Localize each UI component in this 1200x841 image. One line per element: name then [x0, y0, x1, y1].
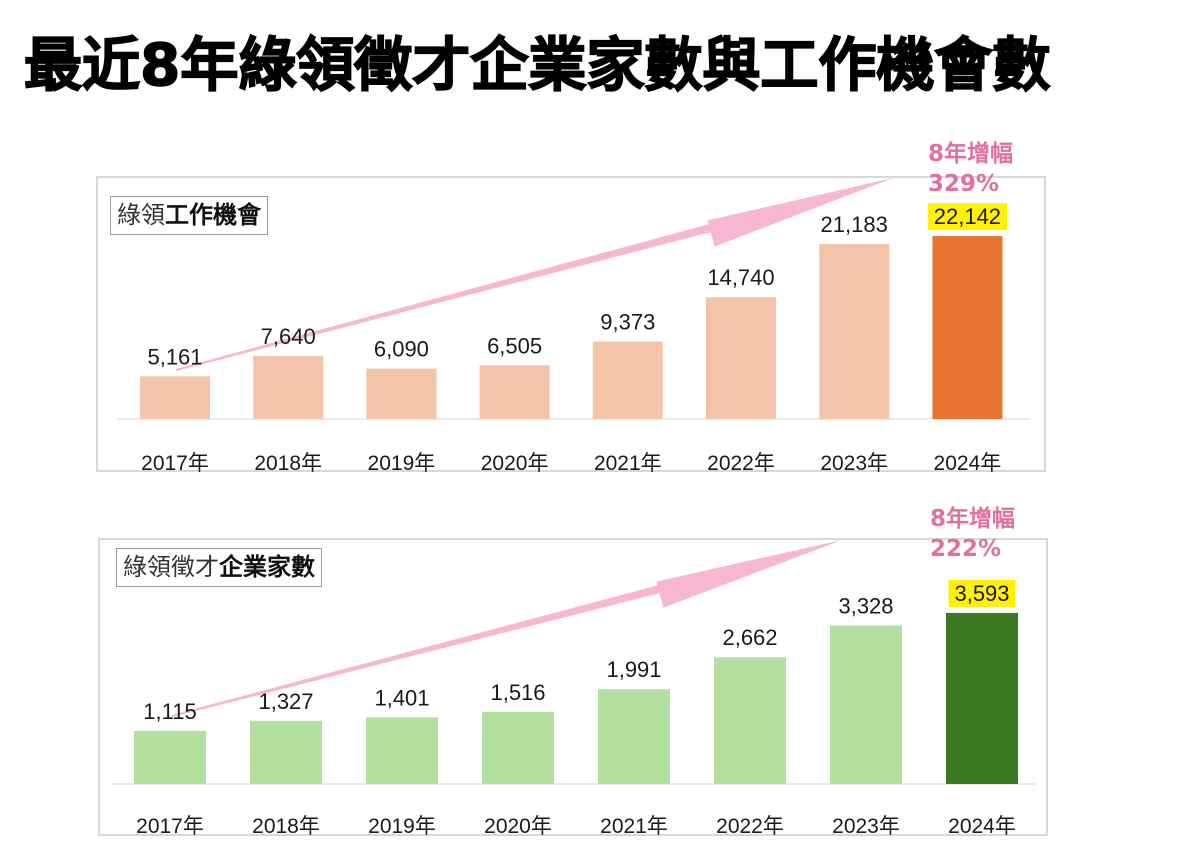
jobs-x-tick-label: 2023年: [820, 452, 888, 475]
companies-x-tick-label: 2019年: [368, 815, 436, 838]
jobs-chart-title-bold: 工作機會: [165, 201, 261, 229]
companies-value-label: 1,115: [143, 699, 196, 724]
jobs-growth-percent: 329%: [928, 170, 1000, 197]
jobs-x-tick-label: 2022年: [707, 452, 775, 475]
jobs-value-label: 6,505: [487, 333, 542, 358]
companies-bar-2024: [946, 612, 1018, 784]
companies-chart-title-bold: 企業家數: [219, 553, 315, 581]
jobs-value-label: 9,373: [600, 310, 655, 335]
companies-chart-title: 綠領徵才企業家數: [116, 548, 322, 587]
companies-bar-2017: [134, 730, 206, 784]
companies-growth-percent: 222%: [930, 535, 1002, 562]
jobs-bar-2024: [932, 236, 1003, 419]
jobs-value-label: 22,142: [934, 204, 1001, 229]
jobs-bar-2018: [253, 355, 324, 419]
companies-value-label: 1,401: [374, 685, 429, 710]
jobs-growth-arrow: [175, 178, 893, 371]
jobs-growth-annotation: 8年增幅 329%: [928, 140, 1013, 200]
companies-bar-2020: [482, 711, 554, 784]
jobs-x-tick-label: 2024年: [934, 452, 1002, 475]
jobs-value-label: 5,161: [147, 344, 202, 369]
jobs-growth-label: 8年增幅: [928, 141, 1014, 167]
jobs-x-tick-label: 2020年: [481, 452, 549, 475]
companies-chart-title-light: 綠領徵才: [123, 553, 219, 581]
companies-value-label: 1,991: [606, 657, 661, 682]
jobs-x-tick-label: 2021年: [594, 452, 662, 475]
companies-bar-2019: [366, 717, 438, 784]
companies-value-highlight: [948, 579, 1016, 607]
companies-x-tick-label: 2021年: [600, 815, 668, 838]
jobs-chart-title: 綠領工作機會: [110, 196, 268, 235]
companies-bar-2021: [598, 689, 670, 784]
jobs-x-tick-label: 2018年: [254, 452, 322, 475]
jobs-chart-title-light: 綠領: [117, 201, 165, 229]
companies-value-label: 1,327: [258, 689, 313, 714]
jobs-bar-2022: [706, 297, 776, 419]
jobs-x-tick-label: 2017年: [141, 452, 209, 475]
jobs-value-highlight: [927, 203, 1007, 231]
companies-x-tick-label: 2024年: [948, 815, 1016, 838]
companies-x-tick-label: 2017年: [136, 815, 204, 838]
companies-value-label: 2,662: [722, 625, 777, 650]
companies-bar-2022: [714, 657, 786, 784]
page-title: 最近8年綠領徵才企業家數與工作機會數: [23, 31, 1051, 99]
jobs-bar-2019: [366, 368, 437, 419]
companies-x-tick-label: 2022年: [716, 815, 784, 838]
companies-x-tick-label: 2023年: [832, 815, 900, 838]
jobs-bar-2021: [592, 341, 663, 419]
jobs-x-tick-label: 2019年: [368, 452, 436, 475]
jobs-bar-2023: [819, 244, 890, 419]
jobs-bar-2017: [140, 376, 210, 419]
jobs-value-label: 6,090: [374, 337, 429, 362]
companies-value-label: 3,593: [954, 581, 1009, 606]
companies-bar-2018: [250, 720, 322, 784]
companies-growth-arrow: [171, 540, 842, 717]
jobs-bar-2020: [479, 365, 550, 419]
companies-growth-label: 8年增幅: [930, 506, 1016, 532]
companies-growth-annotation: 8年增幅 222%: [930, 505, 1015, 565]
companies-bar-2023: [830, 625, 902, 784]
companies-value-label: 3,328: [838, 594, 893, 619]
companies-x-tick-label: 2018年: [252, 815, 320, 838]
jobs-value-label: 7,640: [261, 324, 316, 349]
jobs-value-label: 14,740: [707, 265, 774, 290]
companies-x-tick-label: 2020年: [484, 815, 552, 838]
jobs-value-label: 21,183: [821, 212, 888, 237]
companies-value-label: 1,516: [490, 680, 545, 705]
